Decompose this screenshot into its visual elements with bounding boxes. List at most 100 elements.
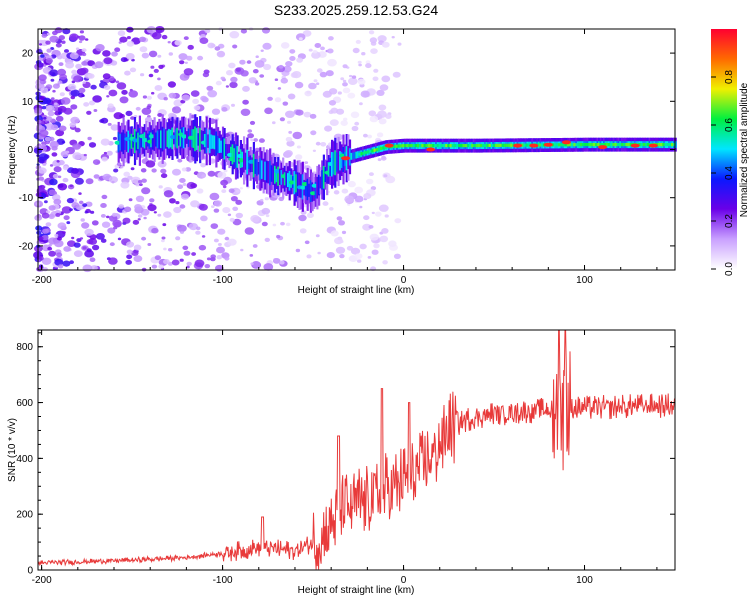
noise-cell (381, 75, 391, 83)
ridge-cell (146, 133, 150, 147)
ridge-core-cell (364, 150, 368, 155)
ridge-cell (192, 129, 195, 148)
ridge-core-cell (367, 150, 370, 154)
ridge-cell (348, 148, 352, 166)
noise-cell (158, 64, 164, 69)
ridge-cell (249, 155, 252, 173)
noise-cell (222, 207, 231, 214)
noise-cell (41, 33, 48, 38)
y-tick-label: 0 (27, 566, 33, 577)
ridge-core-cell (608, 143, 611, 147)
noise-cell (56, 138, 65, 145)
noise-cell (48, 237, 58, 245)
noise-cell (192, 98, 200, 104)
noise-cell (368, 225, 374, 229)
noise-cell (361, 52, 366, 56)
ridge-cell (153, 128, 156, 151)
noise-cell (207, 90, 218, 98)
y-tick-label: 600 (16, 398, 33, 409)
noise-cell (201, 235, 206, 238)
ridge-core-cell (395, 144, 398, 148)
noise-cell (161, 239, 165, 243)
noise-cell (357, 78, 366, 85)
ridge-cell (124, 137, 131, 141)
noise-cell (162, 223, 167, 227)
noise-cell (248, 77, 257, 84)
noise-cell (38, 43, 43, 46)
noise-cell (279, 117, 285, 122)
ridge-core-cell (497, 143, 500, 147)
noise-cell (82, 246, 87, 250)
noise-cell (314, 43, 322, 48)
noise-cell (347, 180, 356, 188)
noise-cell (230, 76, 238, 83)
noise-cell (88, 142, 97, 148)
noise-cell (303, 111, 312, 118)
noise-cell (335, 246, 346, 254)
noise-cell (55, 115, 64, 122)
ridge-core-cell (371, 149, 374, 153)
noise-cell (308, 167, 312, 170)
ridge-core-cell (369, 149, 372, 153)
spectrogram-cells (33, 26, 677, 273)
noise-cell (163, 211, 172, 218)
ridge-core-cell (629, 143, 633, 147)
ridge-cell (274, 165, 277, 184)
ridge-cell (164, 129, 168, 149)
noise-cell (351, 75, 357, 79)
noise-cell (190, 114, 196, 119)
noise-cell (58, 35, 65, 41)
ridge-cell (309, 180, 312, 202)
noise-cell (285, 110, 295, 119)
noise-cell (167, 81, 176, 88)
noise-cell (183, 68, 194, 76)
noise-cell (325, 70, 334, 77)
noise-cell (87, 73, 95, 79)
noise-cell (354, 121, 360, 126)
noise-cell (167, 41, 171, 44)
noise-cell (326, 252, 335, 259)
noise-cell (375, 211, 382, 217)
noise-cell (304, 240, 310, 245)
ridge-core-cell (612, 143, 615, 147)
noise-cell (108, 176, 118, 184)
noise-cell (48, 243, 52, 247)
noise-cell (41, 105, 47, 110)
noise-cell (79, 237, 84, 240)
noise-cell (138, 180, 143, 184)
colorbar-label: Normalized spectral amplitude (739, 82, 750, 217)
ridge-cell (269, 160, 272, 186)
noise-cell (157, 77, 161, 81)
ridge-core-cell (460, 144, 463, 148)
noise-cell (349, 74, 353, 78)
noise-cell (327, 48, 334, 54)
noise-cell (342, 82, 348, 87)
noise-cell (306, 212, 314, 218)
ridge-cell (166, 130, 169, 148)
noise-cell (121, 89, 128, 95)
noise-cell (63, 215, 70, 221)
noise-cell (368, 110, 377, 117)
ridge-cell (244, 152, 247, 170)
noise-cell (71, 69, 77, 75)
ridge-cell (285, 171, 288, 188)
ridge-core-cell (408, 144, 411, 148)
ridge-core-cell (551, 143, 554, 147)
colorbar-tick-label: 0.2 (724, 214, 735, 228)
noise-cell (252, 69, 259, 74)
noise-cell (249, 120, 256, 125)
noise-cell (371, 211, 375, 215)
ridge-cell (257, 162, 260, 175)
noise-cell (125, 259, 132, 265)
noise-cell (73, 250, 83, 257)
ridge-core-cell (373, 148, 376, 152)
snr-panel: -200 -100 0 100 0 200 400 600 800 Height of stra… (7, 329, 676, 596)
noise-cell (236, 189, 240, 193)
noise-cell (106, 215, 110, 219)
ridge-core-cell (553, 143, 557, 147)
noise-cell (141, 107, 152, 116)
noise-cell (391, 36, 395, 39)
noise-cell (45, 116, 53, 122)
noise-cell (81, 61, 88, 66)
